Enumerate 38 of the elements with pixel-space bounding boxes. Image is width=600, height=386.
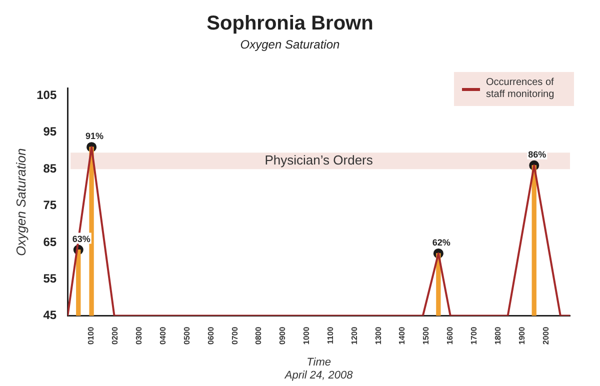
x-tick-label: 1400: [398, 326, 407, 345]
x-tick-label: 0200: [110, 326, 120, 345]
x-tick-label: 0100: [86, 326, 96, 345]
x-tick-label: 1000: [302, 326, 312, 345]
data-label: 91%: [86, 131, 104, 142]
x-tick-label: 0300: [134, 326, 144, 345]
x-tick-label: 0500: [182, 326, 192, 345]
chart-subtitle: Oxygen Saturation: [240, 38, 340, 52]
x-axis-title: Time: [306, 356, 331, 368]
x-tick-label: 1300: [374, 326, 383, 345]
y-tick-label: 105: [36, 88, 57, 102]
y-tick-label: 75: [43, 198, 57, 212]
x-tick-label: 0800: [254, 326, 264, 345]
y-tick-label: 65: [43, 234, 57, 249]
data-label: 63%: [72, 234, 90, 244]
x-tick-label: 0600: [206, 326, 216, 345]
text: April 24, 2008: [284, 369, 354, 382]
x-tick-label: 1900: [517, 326, 526, 345]
y-tick-label: 85: [43, 161, 57, 176]
y-tick-label: 95: [43, 124, 57, 139]
x-tick-label: 0700: [230, 326, 240, 345]
y-tick-label: 45: [43, 308, 57, 322]
chart-title: Sophronia Brown: [206, 12, 374, 35]
legend-label: Occurrences of staff monitoring: [486, 77, 556, 101]
data-label: 62%: [432, 237, 450, 248]
x-tick-label: 1700: [470, 326, 479, 345]
x-tick-label: 0900: [278, 326, 288, 345]
x-tick-label: 1600: [446, 326, 455, 345]
x-tick-label: 2000: [541, 326, 550, 345]
band-label: Physician’s Orders: [264, 152, 374, 168]
x-tick-label: 1100: [326, 326, 335, 344]
x-tick-label: 1200: [350, 326, 359, 345]
x-tick-label: 0400: [158, 326, 168, 345]
x-tick-label: 1800: [493, 326, 502, 345]
data-label: 86%: [528, 149, 546, 160]
y-axis-title: Oxygen Saturation: [13, 148, 28, 256]
y-tick-label: 55: [43, 271, 57, 286]
x-tick-label: 1500: [422, 326, 431, 345]
